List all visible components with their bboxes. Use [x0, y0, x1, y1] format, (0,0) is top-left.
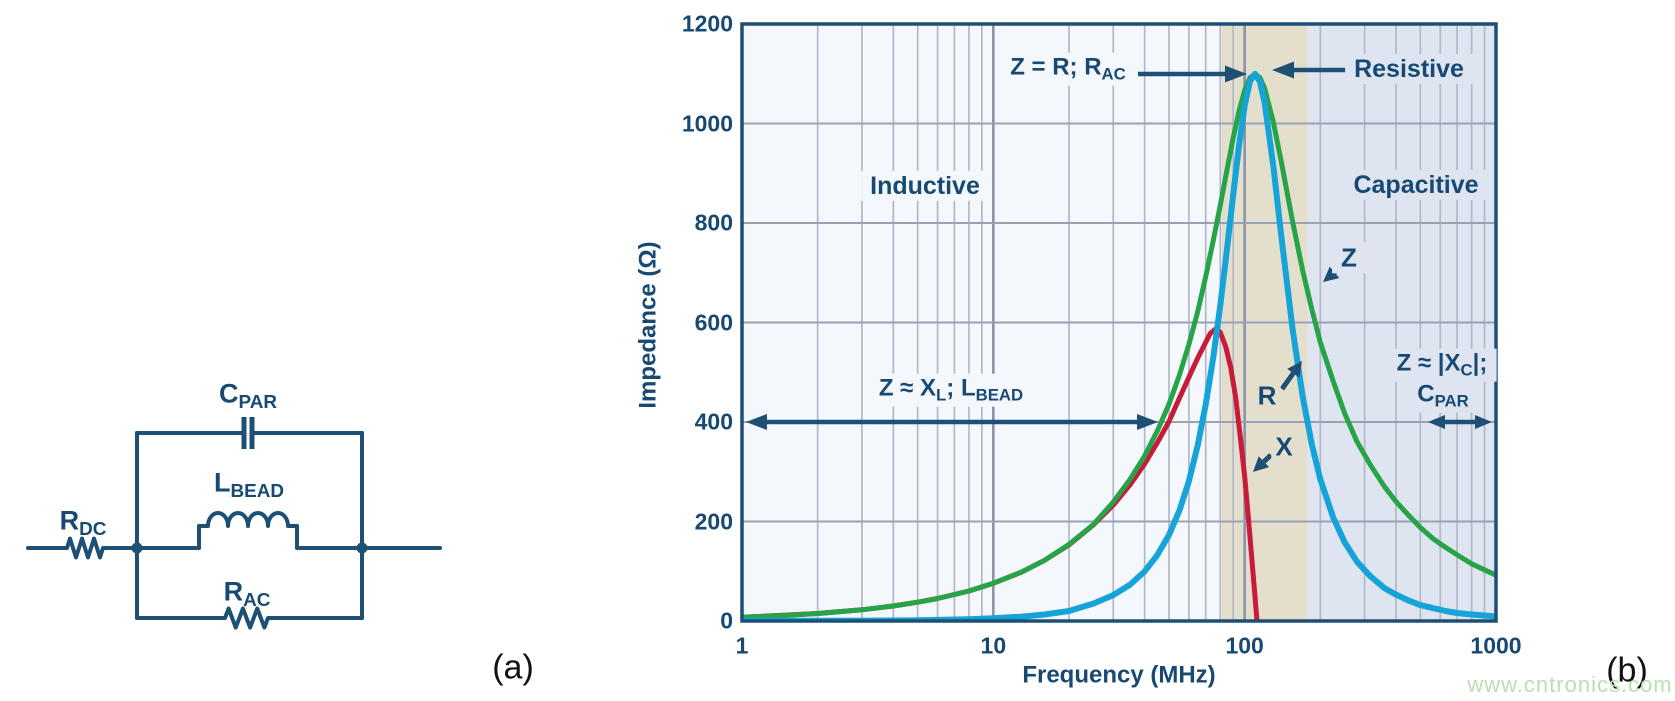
y-tick-label: 600: [694, 309, 733, 335]
x-tick-label: 1000: [1470, 632, 1522, 659]
circuit-label-cpar: CPAR: [219, 378, 277, 413]
curve-label-x: X: [1271, 433, 1297, 461]
region-label-resistive: Resistive: [1345, 53, 1473, 85]
annotation-capacitive-formula-line2: CPAR: [1408, 379, 1478, 413]
circuit-label-rdc: RDC: [59, 505, 107, 540]
circuit-label-rac: RAC: [223, 576, 271, 611]
panel-a-caption: (a): [492, 648, 534, 687]
x-axis-title: Frequency (MHz): [1022, 661, 1216, 689]
annotation-peak: Z = R; RAC: [1001, 52, 1135, 86]
circuit-label-lbead: LBEAD: [213, 467, 285, 502]
curve-label-z: Z: [1332, 242, 1366, 274]
annotation-inductive-formula: Z ≈ XL; LBEAD: [869, 373, 1033, 407]
x-tick-label: 1: [735, 632, 749, 659]
panel-b-caption: (b): [1606, 651, 1648, 690]
region-label-capacitive: Capacitive: [1344, 169, 1488, 201]
y-tick-label: 1200: [681, 10, 733, 37]
y-tick-label: 800: [694, 209, 733, 236]
y-tick-label: 0: [720, 607, 733, 634]
curve-label-r: R: [1253, 382, 1281, 410]
region-label-inductive: Inductive: [861, 170, 989, 202]
circuit-diagram: [26, 417, 442, 630]
y-tick-label: 200: [694, 508, 733, 534]
annotation-capacitive-formula-line1: Z ≈ |XC|;: [1387, 348, 1497, 382]
y-axis-title: Impedance (Ω): [634, 241, 662, 409]
x-tick-label: 100: [1225, 632, 1264, 659]
x-tick-label: 10: [980, 632, 1007, 659]
watermark: www.cntronics.com: [1467, 672, 1673, 697]
y-tick-label: 1000: [681, 110, 733, 136]
y-tick-label: 400: [694, 408, 733, 435]
